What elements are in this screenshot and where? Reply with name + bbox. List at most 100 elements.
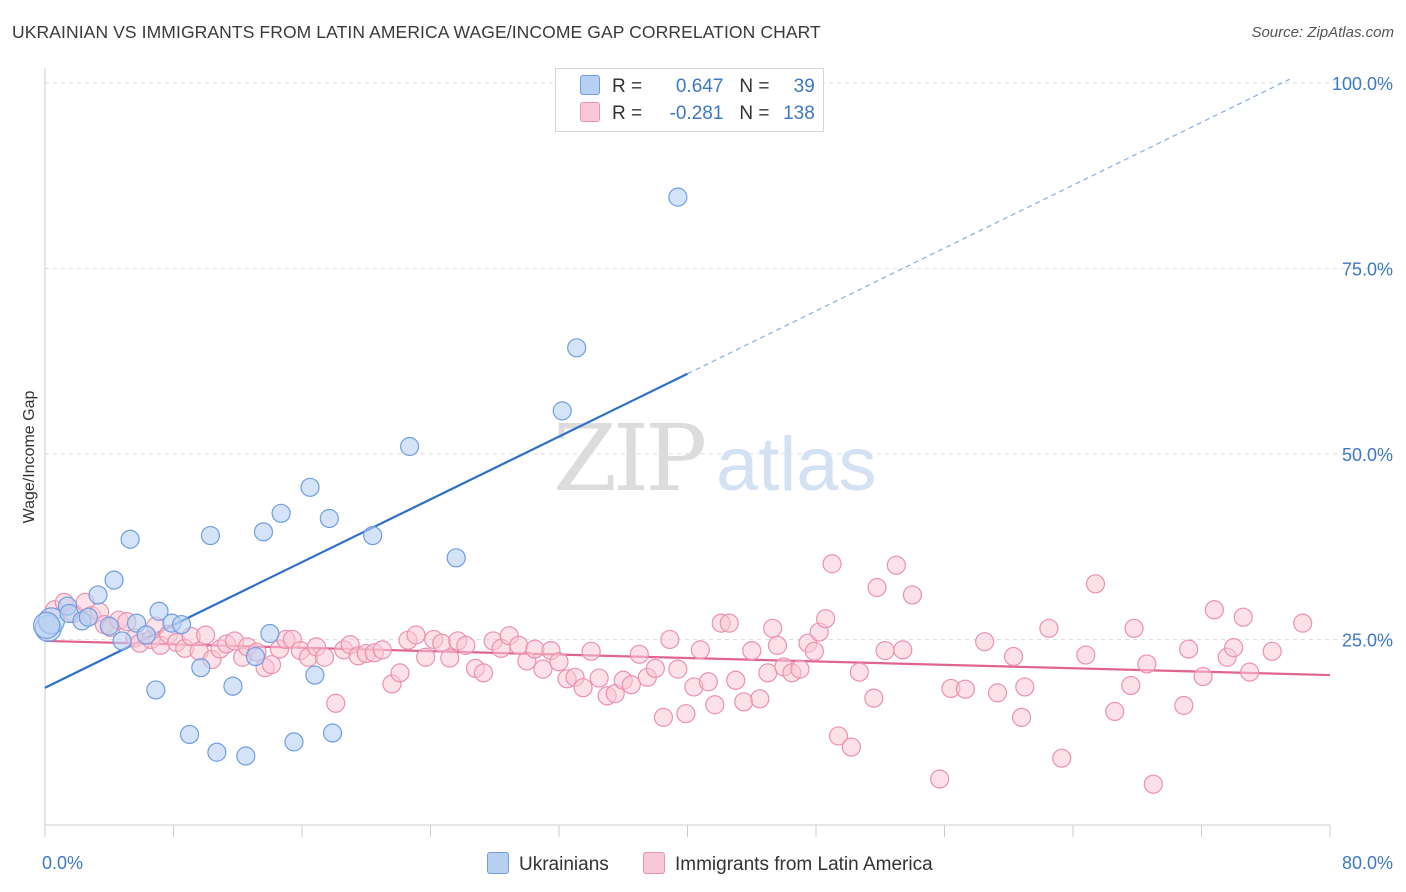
y-tick-label: 100.0% <box>1332 74 1393 94</box>
latin-america-point <box>440 648 460 668</box>
gridlines <box>45 82 1390 640</box>
y-tick-label: 25.0% <box>1342 630 1393 650</box>
legend-row-ukrainians: R = 0.647 N = 39 <box>580 75 815 99</box>
latin-america-point <box>589 668 609 688</box>
latin-america-point <box>372 640 392 660</box>
ukrainian-point <box>552 401 572 421</box>
ukrainian-point <box>305 665 325 685</box>
legend-row-latin-america: R = -0.281 N = 138 <box>580 102 815 126</box>
stats-legend: R = 0.647 N = 39 R = -0.281 N = 138 <box>555 68 824 132</box>
latin-america-point <box>645 658 665 679</box>
latin-america-point <box>767 635 788 655</box>
latin-america-point <box>1137 654 1157 674</box>
ukrainian-point <box>322 723 343 743</box>
y-tick-labels: 25.0% 50.0% 75.0% 100.0% <box>1332 74 1393 651</box>
latin-america-point <box>841 737 861 757</box>
legend-n-value: 39 <box>793 76 815 97</box>
latin-america-point <box>828 726 849 746</box>
latin-america-point <box>196 625 216 645</box>
latin-america-points <box>45 554 1313 794</box>
latin-america-point <box>750 689 770 709</box>
latin-america-point <box>955 679 975 699</box>
latin-america-point <box>1204 600 1224 620</box>
legend-r-value: -0.281 <box>669 103 724 124</box>
latin-america-point <box>1224 638 1244 658</box>
legend-n-label: N = <box>739 103 770 124</box>
latin-america-point <box>930 769 950 789</box>
bottom-legend-latin-america: Immigrants from Latin America <box>643 852 933 876</box>
x-tick-labels: 0.0% 80.0% <box>42 853 1393 873</box>
ukrainian-point <box>88 585 108 605</box>
ukrainian-point <box>146 680 166 700</box>
latin-america-point <box>653 707 674 727</box>
latin-america-point <box>822 554 842 574</box>
axes <box>44 68 1331 837</box>
latin-america-point <box>533 659 553 679</box>
latin-america-point <box>1262 641 1282 661</box>
ukrainian-point <box>78 607 98 627</box>
latin-america-point <box>763 618 783 638</box>
latin-america-point <box>705 695 725 715</box>
latin-america-point <box>790 659 810 679</box>
latin-america-point <box>804 641 824 661</box>
latin-america-point <box>390 663 410 683</box>
ukrainian-point <box>319 508 339 529</box>
ukrainian-point <box>400 436 420 457</box>
ukrainians-trend-extension <box>687 78 1291 375</box>
latin-america-point <box>1076 645 1096 665</box>
latin-america-point <box>1193 666 1213 687</box>
latin-america-point <box>698 672 718 692</box>
latin-america-point <box>690 640 710 660</box>
ukrainian-point <box>567 338 587 358</box>
ukrainian-point <box>363 525 383 546</box>
latin-america-point <box>864 688 884 708</box>
latin-america-point <box>456 635 476 655</box>
latin-america-point <box>1015 677 1035 697</box>
latin-america-point <box>1179 639 1199 659</box>
ukrainian-point <box>112 631 132 651</box>
latin-america-point <box>581 641 601 661</box>
latin-america-point <box>573 678 593 698</box>
latin-america-point <box>473 663 494 683</box>
latin-america-point <box>742 640 762 661</box>
latin-america-point <box>1233 607 1253 627</box>
watermark: ZIP atlas <box>553 405 877 512</box>
ukrainian-point <box>260 623 280 644</box>
legend-r-value: 0.647 <box>675 76 724 97</box>
ukrainian-point <box>120 529 140 549</box>
latin-america-point <box>1124 618 1144 638</box>
latin-america-point <box>893 640 913 660</box>
legend-swatch-blue <box>580 75 600 95</box>
legend-swatch-pink <box>580 102 600 122</box>
latin-america-point <box>1085 574 1106 594</box>
latin-america-point <box>886 555 906 575</box>
ukrainian-point <box>668 187 688 207</box>
latin-america-point <box>629 644 649 664</box>
legend-r-label: R = <box>612 76 643 97</box>
ukrainian-point <box>99 616 119 636</box>
bottom-legend-swatch-pink <box>643 852 665 874</box>
latin-america-point <box>987 683 1008 703</box>
ukrainian-point <box>33 611 61 639</box>
latin-america-point <box>734 692 754 712</box>
latin-america-point <box>975 632 995 652</box>
ukrainian-point <box>236 746 256 766</box>
ukrainian-point <box>179 724 200 745</box>
ukrainian-point <box>104 570 124 590</box>
ukrainian-point <box>253 522 274 542</box>
latin-america-point <box>1240 662 1260 682</box>
x-tick-label: 80.0% <box>1342 853 1393 873</box>
latin-america-point <box>676 704 696 724</box>
y-tick-label: 50.0% <box>1342 445 1393 465</box>
latin-america-point <box>1105 701 1125 722</box>
latin-america-point <box>621 675 641 695</box>
latin-america-point <box>1003 646 1024 667</box>
latin-america-point <box>261 655 282 675</box>
latin-america-point <box>660 629 680 650</box>
latin-america-point <box>1052 748 1072 768</box>
ukrainian-point <box>446 548 466 568</box>
trend-lines <box>44 78 1331 689</box>
latin-america-point <box>875 640 895 661</box>
ukrainian-point <box>300 477 320 497</box>
